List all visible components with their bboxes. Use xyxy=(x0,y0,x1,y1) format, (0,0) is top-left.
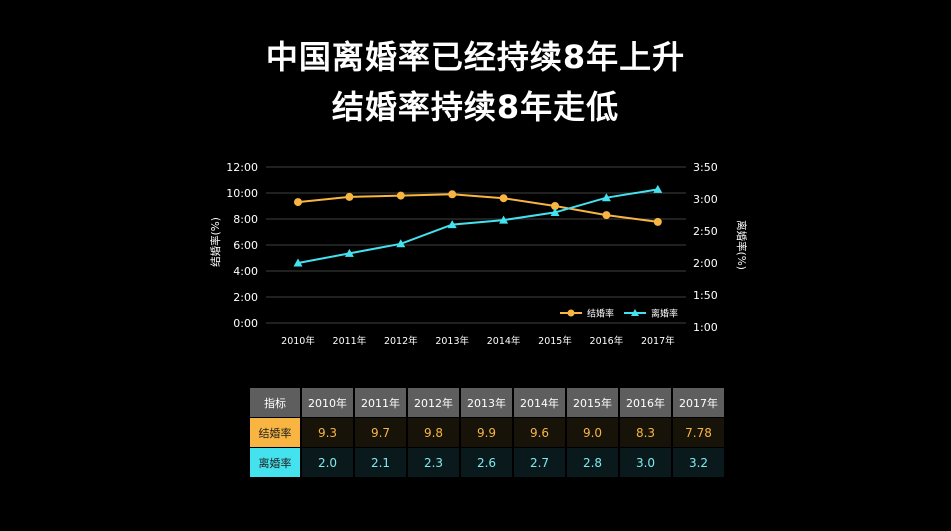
x-tick-label: 2014年 xyxy=(487,335,521,347)
table-cell: 8.3 xyxy=(620,418,671,447)
data-point xyxy=(653,217,662,226)
y-right-tick-label: 2:50 xyxy=(693,225,718,238)
y-left-tick-label: 2:00 xyxy=(233,291,258,304)
series-line xyxy=(297,193,658,223)
data-point xyxy=(601,193,611,202)
data-point xyxy=(345,192,354,201)
data-point xyxy=(396,191,405,200)
table-row-divorce: 离婚率 2.0 2.1 2.3 2.6 2.7 2.8 3.0 3.2 xyxy=(250,448,724,477)
y-right-tick-label: 3:50 xyxy=(693,161,718,174)
table-year-header: 2015年 xyxy=(567,388,618,417)
data-point xyxy=(653,184,663,193)
y-left-tick-label: 10:00 xyxy=(226,187,258,200)
table-row-marriage: 结婚率 9.3 9.7 9.8 9.9 9.6 9.0 8.3 7.78 xyxy=(250,418,724,447)
table-year-header: 2011年 xyxy=(355,388,406,417)
x-tick-label: 2010年 xyxy=(281,335,315,347)
legend-label: 离婚率 xyxy=(651,308,678,320)
y-right-axis-label: 离婚率(%) xyxy=(735,220,748,270)
x-tick-label: 2016年 xyxy=(590,335,624,347)
title-line-1: 中国离婚率已经持续8年上升 xyxy=(265,38,686,76)
y-left-tick-label: 6:00 xyxy=(233,239,258,252)
data-point xyxy=(447,220,457,229)
y-right-tick-label: 1:50 xyxy=(693,289,718,302)
table-cell: 9.8 xyxy=(408,418,459,447)
x-tick-label: 2015年 xyxy=(538,335,572,347)
table-cell: 9.3 xyxy=(302,418,353,447)
row-label-marriage: 结婚率 xyxy=(250,418,300,447)
data-point xyxy=(499,215,509,224)
table-cell: 9.9 xyxy=(461,418,512,447)
data-point xyxy=(293,258,303,267)
table-cell: 9.0 xyxy=(567,418,618,447)
table-cell: 2.6 xyxy=(461,448,512,477)
table-cell: 2.7 xyxy=(514,448,565,477)
table-cell: 9.7 xyxy=(355,418,406,447)
y-right-tick-label: 3:00 xyxy=(693,193,718,206)
data-point xyxy=(448,190,457,199)
y-right-tick-label: 1:00 xyxy=(693,321,718,334)
data-point xyxy=(499,194,508,203)
legend-marker xyxy=(631,309,639,316)
table-cell: 2.1 xyxy=(355,448,406,477)
y-left-tick-label: 4:00 xyxy=(233,265,258,278)
y-left-tick-label: 0:00 xyxy=(233,317,258,330)
table-cell: 2.8 xyxy=(567,448,618,477)
table-header-row: 指标 2010年 2011年 2012年 2013年 2014年 2015年 2… xyxy=(250,388,724,417)
table-cell: 2.0 xyxy=(302,448,353,477)
table-corner-header: 指标 xyxy=(250,388,300,417)
table-year-header: 2016年 xyxy=(620,388,671,417)
data-point xyxy=(551,202,559,210)
table-year-header: 2010年 xyxy=(302,388,353,417)
table-cell: 9.6 xyxy=(514,418,565,447)
table-year-header: 2017年 xyxy=(673,388,724,417)
y-left-tick-label: 8:00 xyxy=(233,213,258,226)
data-point xyxy=(550,207,560,216)
data-point xyxy=(602,211,611,220)
x-tick-label: 2011年 xyxy=(333,335,367,347)
data-table: 指标 2010年 2011年 2012年 2013年 2014年 2015年 2… xyxy=(248,387,726,478)
x-tick-label: 2013年 xyxy=(435,335,469,347)
table-year-header: 2013年 xyxy=(461,388,512,417)
series-line xyxy=(297,188,658,264)
table-year-header: 2014年 xyxy=(514,388,565,417)
data-point xyxy=(344,248,354,257)
table-cell: 3.2 xyxy=(673,448,724,477)
row-label-divorce: 离婚率 xyxy=(250,448,300,477)
y-left-tick-label: 12:00 xyxy=(226,161,258,174)
table-year-header: 2012年 xyxy=(408,388,459,417)
y-right-tick-label: 2:00 xyxy=(693,257,718,270)
legend-marker xyxy=(567,309,575,317)
table-cell: 3.0 xyxy=(620,448,671,477)
table-cell: 2.3 xyxy=(408,448,459,477)
x-tick-label: 2017年 xyxy=(641,335,675,347)
x-tick-label: 2012年 xyxy=(384,335,418,347)
title-line-2: 结婚率持续8年走低 xyxy=(331,88,620,126)
y-left-axis-label: 结婚率(%) xyxy=(209,217,222,267)
legend-label: 结婚率 xyxy=(587,308,614,320)
data-point xyxy=(294,198,302,207)
table-cell: 7.78 xyxy=(673,418,724,447)
data-point xyxy=(396,239,406,248)
